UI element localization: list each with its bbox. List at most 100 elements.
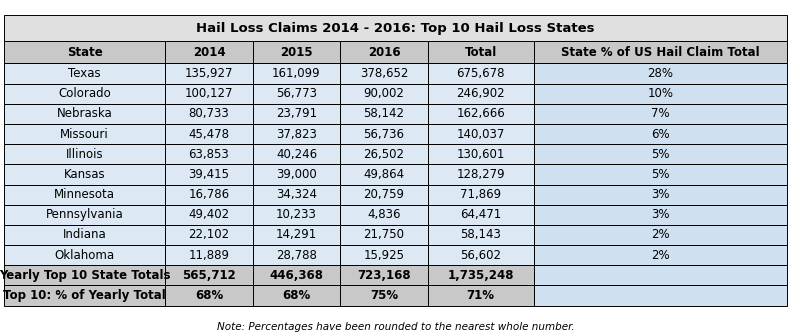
Bar — [534, 144, 787, 164]
Bar — [534, 124, 787, 144]
Bar — [165, 63, 252, 84]
Bar — [534, 225, 787, 245]
Text: 22,102: 22,102 — [188, 228, 229, 241]
Bar — [428, 225, 534, 245]
Bar — [4, 104, 165, 124]
Text: 6%: 6% — [651, 128, 670, 141]
Bar — [4, 184, 165, 205]
Bar — [340, 286, 428, 306]
Bar — [340, 124, 428, 144]
Bar — [340, 63, 428, 84]
Text: Texas: Texas — [68, 67, 101, 80]
Bar — [165, 104, 252, 124]
Bar — [428, 245, 534, 265]
Text: 3%: 3% — [651, 188, 670, 201]
Bar — [252, 84, 340, 104]
Bar — [534, 84, 787, 104]
Bar — [4, 84, 165, 104]
Text: Indiana: Indiana — [62, 228, 107, 241]
Bar — [534, 265, 787, 286]
Text: 130,601: 130,601 — [456, 148, 505, 161]
Text: Top 10: % of Yearly Total: Top 10: % of Yearly Total — [3, 289, 166, 302]
Text: Yearly Top 10 State Totals: Yearly Top 10 State Totals — [0, 269, 170, 282]
Bar — [340, 184, 428, 205]
Text: 723,168: 723,168 — [358, 269, 411, 282]
Text: 39,000: 39,000 — [276, 168, 317, 181]
Bar — [252, 63, 340, 84]
Text: 246,902: 246,902 — [456, 87, 505, 100]
Text: 10%: 10% — [647, 87, 673, 100]
Text: 34,324: 34,324 — [276, 188, 317, 201]
Text: 446,368: 446,368 — [270, 269, 324, 282]
Text: 2%: 2% — [651, 248, 670, 262]
Bar — [428, 265, 534, 286]
Bar — [165, 84, 252, 104]
Text: 49,864: 49,864 — [363, 168, 404, 181]
Text: 39,415: 39,415 — [188, 168, 229, 181]
Text: 71,869: 71,869 — [460, 188, 501, 201]
Bar — [428, 205, 534, 225]
Bar — [428, 286, 534, 306]
Text: 161,099: 161,099 — [272, 67, 321, 80]
Text: 68%: 68% — [195, 289, 223, 302]
Bar — [165, 124, 252, 144]
Text: 58,143: 58,143 — [460, 228, 501, 241]
Text: 378,652: 378,652 — [360, 67, 408, 80]
Text: 11,889: 11,889 — [188, 248, 229, 262]
Bar — [252, 104, 340, 124]
Text: 63,853: 63,853 — [188, 148, 229, 161]
Text: 14,291: 14,291 — [276, 228, 317, 241]
Bar — [534, 184, 787, 205]
Text: 56,773: 56,773 — [276, 87, 317, 100]
Text: 80,733: 80,733 — [188, 108, 229, 121]
Bar — [252, 225, 340, 245]
Text: 100,127: 100,127 — [184, 87, 233, 100]
Bar — [428, 124, 534, 144]
Text: 20,759: 20,759 — [364, 188, 404, 201]
Text: 71%: 71% — [467, 289, 494, 302]
Bar — [340, 225, 428, 245]
Bar — [534, 104, 787, 124]
Text: 21,750: 21,750 — [364, 228, 404, 241]
Text: State % of US Hail Claim Total: State % of US Hail Claim Total — [561, 46, 759, 59]
Text: 58,142: 58,142 — [364, 108, 404, 121]
Bar — [4, 63, 165, 84]
Text: 15,925: 15,925 — [364, 248, 404, 262]
Text: State: State — [66, 46, 103, 59]
Bar — [340, 245, 428, 265]
Text: 26,502: 26,502 — [364, 148, 404, 161]
Bar — [252, 144, 340, 164]
Text: 2016: 2016 — [368, 46, 400, 59]
Bar — [340, 41, 428, 63]
Text: 2%: 2% — [651, 228, 670, 241]
Text: 565,712: 565,712 — [182, 269, 236, 282]
Text: 56,602: 56,602 — [460, 248, 501, 262]
Bar — [252, 164, 340, 184]
Bar — [428, 184, 534, 205]
Bar — [252, 205, 340, 225]
Bar — [428, 41, 534, 63]
Bar — [165, 245, 252, 265]
Bar — [340, 104, 428, 124]
Text: 7%: 7% — [651, 108, 670, 121]
Text: 135,927: 135,927 — [184, 67, 233, 80]
Bar — [534, 205, 787, 225]
Text: 10,233: 10,233 — [276, 208, 317, 221]
Bar — [4, 41, 165, 63]
Bar — [252, 184, 340, 205]
Text: Kansas: Kansas — [64, 168, 105, 181]
Bar — [165, 184, 252, 205]
Text: 2015: 2015 — [280, 46, 312, 59]
Text: 40,246: 40,246 — [276, 148, 317, 161]
Bar — [340, 164, 428, 184]
Bar — [4, 164, 165, 184]
Bar — [165, 41, 252, 63]
Text: 28,788: 28,788 — [276, 248, 317, 262]
Text: Hail Loss Claims 2014 - 2016: Top 10 Hail Loss States: Hail Loss Claims 2014 - 2016: Top 10 Hai… — [196, 22, 595, 35]
Bar — [534, 164, 787, 184]
Bar — [428, 144, 534, 164]
Text: Illinois: Illinois — [66, 148, 104, 161]
Bar — [534, 245, 787, 265]
Bar — [534, 41, 787, 63]
Text: 140,037: 140,037 — [456, 128, 505, 141]
